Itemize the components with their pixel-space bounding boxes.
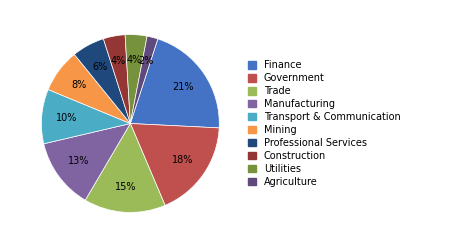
Text: 4%: 4% bbox=[111, 56, 126, 65]
Legend: Finance, Government, Trade, Manufacturing, Transport & Communication, Mining, Pr: Finance, Government, Trade, Manufacturin… bbox=[246, 59, 402, 188]
Text: 10%: 10% bbox=[56, 113, 77, 123]
Wedge shape bbox=[41, 89, 130, 144]
Text: 8%: 8% bbox=[72, 80, 87, 90]
Wedge shape bbox=[44, 124, 130, 200]
Wedge shape bbox=[130, 36, 158, 124]
Text: 15%: 15% bbox=[116, 182, 137, 192]
Wedge shape bbox=[125, 35, 147, 124]
Text: 21%: 21% bbox=[173, 82, 194, 92]
Wedge shape bbox=[103, 35, 130, 124]
Text: 2%: 2% bbox=[138, 57, 154, 66]
Wedge shape bbox=[74, 39, 130, 124]
Wedge shape bbox=[130, 39, 219, 128]
Wedge shape bbox=[48, 54, 130, 124]
Text: 13%: 13% bbox=[68, 156, 90, 166]
Wedge shape bbox=[85, 124, 165, 212]
Text: 18%: 18% bbox=[172, 155, 193, 165]
Text: 6%: 6% bbox=[92, 62, 108, 72]
Wedge shape bbox=[130, 124, 219, 205]
Text: 4%: 4% bbox=[127, 55, 142, 65]
